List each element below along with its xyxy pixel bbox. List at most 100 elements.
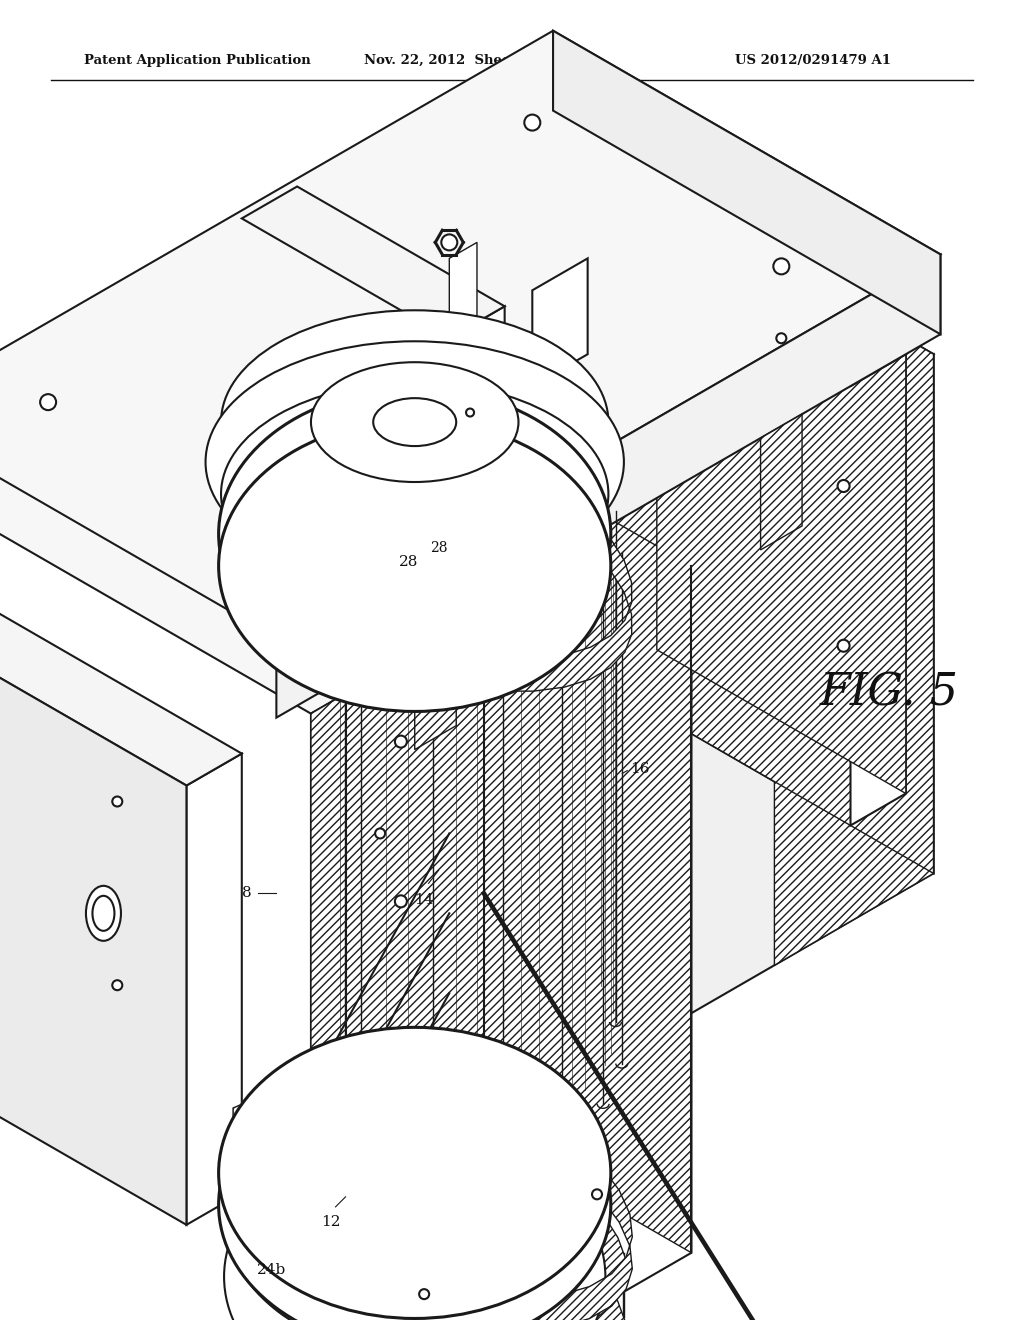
Ellipse shape: [373, 399, 457, 446]
Circle shape: [395, 895, 407, 907]
Polygon shape: [0, 594, 242, 785]
Text: Nov. 22, 2012  Sheet 5 of 10: Nov. 22, 2012 Sheet 5 of 10: [364, 54, 571, 66]
Ellipse shape: [466, 1274, 479, 1283]
Polygon shape: [274, 453, 632, 692]
Ellipse shape: [374, 1159, 387, 1168]
Polygon shape: [415, 614, 457, 750]
Ellipse shape: [402, 1176, 416, 1185]
Ellipse shape: [353, 1238, 366, 1247]
Polygon shape: [518, 115, 934, 874]
Ellipse shape: [218, 1059, 611, 1320]
Ellipse shape: [409, 1241, 421, 1249]
Circle shape: [776, 517, 786, 527]
Ellipse shape: [519, 1243, 531, 1253]
Polygon shape: [601, 210, 906, 387]
Ellipse shape: [269, 1144, 284, 1152]
Circle shape: [419, 1290, 429, 1299]
Text: US 2012/0291479 A1: US 2012/0291479 A1: [735, 54, 891, 66]
Ellipse shape: [86, 886, 121, 941]
Ellipse shape: [469, 1305, 482, 1315]
Ellipse shape: [295, 1205, 308, 1214]
Ellipse shape: [324, 1222, 337, 1232]
Polygon shape: [233, 1090, 627, 1320]
Circle shape: [524, 115, 541, 131]
Ellipse shape: [458, 1177, 471, 1187]
Circle shape: [838, 480, 850, 492]
Text: 24b: 24b: [257, 1263, 286, 1276]
Ellipse shape: [298, 1237, 310, 1246]
Polygon shape: [484, 566, 691, 1320]
Ellipse shape: [461, 1210, 474, 1218]
Ellipse shape: [432, 1193, 444, 1203]
Ellipse shape: [429, 1162, 442, 1171]
Polygon shape: [276, 255, 940, 718]
Ellipse shape: [221, 383, 608, 606]
Ellipse shape: [206, 342, 624, 583]
Ellipse shape: [322, 1189, 334, 1199]
Polygon shape: [0, 626, 186, 1225]
Ellipse shape: [218, 420, 611, 711]
Ellipse shape: [218, 1027, 611, 1319]
Circle shape: [466, 408, 474, 417]
Text: 28: 28: [430, 541, 447, 554]
Text: FIG. 5: FIG. 5: [819, 672, 958, 714]
Polygon shape: [345, 366, 691, 1253]
Circle shape: [776, 333, 786, 343]
Ellipse shape: [224, 1135, 605, 1320]
Ellipse shape: [516, 1212, 529, 1221]
Ellipse shape: [434, 1225, 447, 1234]
Polygon shape: [450, 243, 477, 354]
Ellipse shape: [221, 310, 608, 533]
Ellipse shape: [230, 420, 599, 632]
Ellipse shape: [493, 1259, 506, 1267]
Polygon shape: [450, 306, 505, 434]
Text: 14: 14: [414, 894, 433, 907]
Ellipse shape: [243, 1236, 255, 1245]
Ellipse shape: [268, 1220, 282, 1229]
Text: 16: 16: [630, 762, 650, 776]
Polygon shape: [0, 30, 940, 638]
Ellipse shape: [496, 1291, 508, 1300]
Ellipse shape: [358, 1303, 372, 1312]
Text: Patent Application Publication: Patent Application Publication: [84, 54, 310, 66]
Ellipse shape: [379, 1224, 392, 1233]
Polygon shape: [553, 30, 940, 334]
Polygon shape: [532, 259, 588, 387]
Polygon shape: [242, 186, 505, 338]
Ellipse shape: [311, 362, 518, 482]
Circle shape: [113, 981, 122, 990]
Text: 12: 12: [321, 1214, 340, 1229]
Polygon shape: [851, 354, 906, 825]
Ellipse shape: [545, 1229, 558, 1237]
Ellipse shape: [224, 1072, 605, 1320]
Polygon shape: [656, 210, 906, 793]
Polygon shape: [311, 622, 470, 1233]
Ellipse shape: [355, 1271, 369, 1279]
Circle shape: [395, 735, 407, 747]
Circle shape: [773, 259, 790, 275]
Ellipse shape: [548, 1261, 561, 1270]
Circle shape: [375, 829, 385, 838]
Polygon shape: [518, 115, 934, 874]
Circle shape: [441, 235, 458, 251]
Polygon shape: [251, 1078, 632, 1320]
Ellipse shape: [330, 1286, 342, 1295]
Polygon shape: [761, 414, 802, 550]
Ellipse shape: [411, 1272, 424, 1282]
Circle shape: [40, 395, 56, 411]
Circle shape: [592, 1189, 602, 1200]
Ellipse shape: [400, 1144, 413, 1154]
Ellipse shape: [574, 1245, 587, 1254]
Ellipse shape: [269, 1304, 284, 1312]
Ellipse shape: [521, 1275, 535, 1284]
Ellipse shape: [218, 388, 611, 680]
Circle shape: [289, 539, 305, 554]
Ellipse shape: [269, 1225, 284, 1233]
Ellipse shape: [440, 1290, 453, 1298]
Polygon shape: [0, 115, 934, 714]
Ellipse shape: [92, 896, 115, 931]
Ellipse shape: [300, 1269, 313, 1278]
Ellipse shape: [414, 1304, 427, 1313]
Ellipse shape: [377, 1192, 389, 1201]
Polygon shape: [774, 354, 934, 965]
